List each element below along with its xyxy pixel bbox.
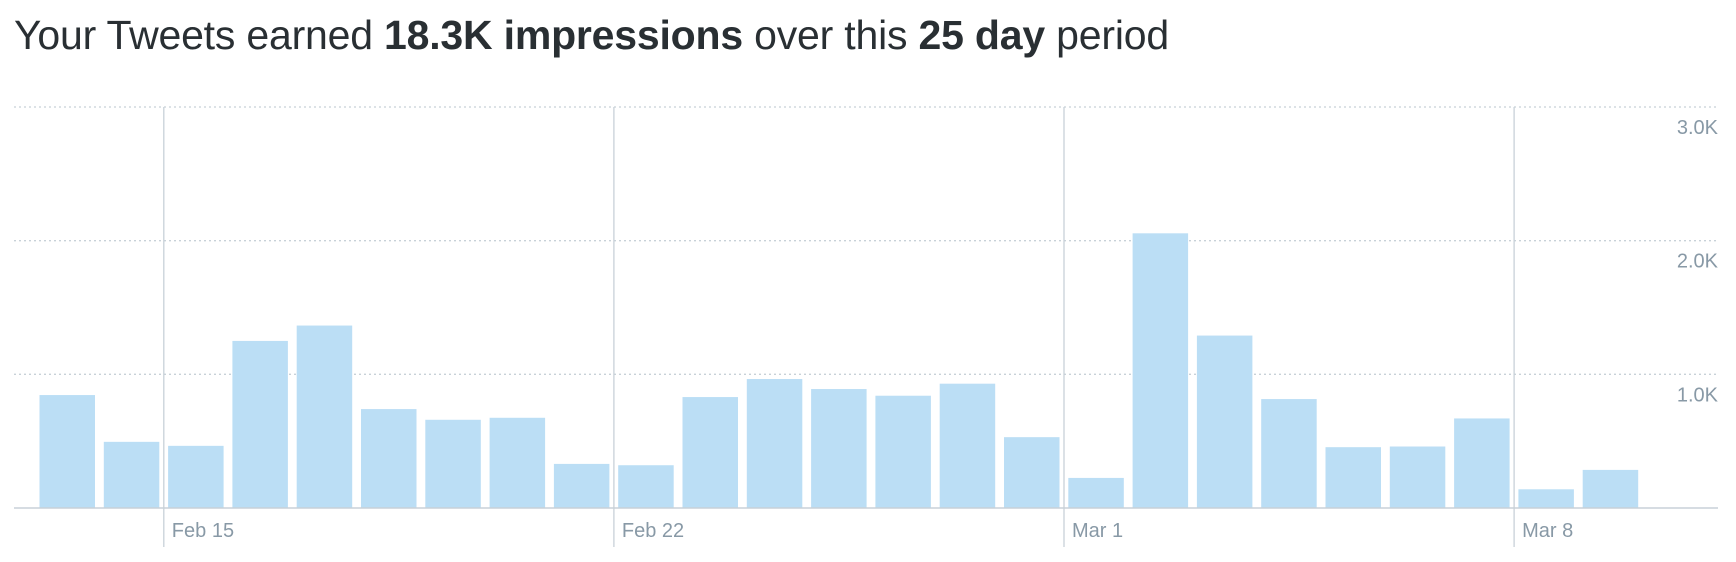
bar-mar-1 [1068, 477, 1124, 508]
x-tick-label: Feb 15 [172, 520, 234, 542]
impressions-total: 18.3K impressions [384, 12, 743, 58]
bar-feb-18 [361, 409, 417, 508]
bar-mar-3 [1196, 335, 1253, 508]
bar-feb-21 [553, 463, 610, 508]
heading-middle: over this [742, 12, 919, 58]
heading-suffix: period [1044, 12, 1169, 58]
bar-feb-14 [103, 441, 160, 508]
heading-prefix: Your Tweets earned [14, 12, 385, 58]
bar-feb-16 [232, 340, 288, 508]
bar-feb-28 [1004, 437, 1060, 508]
bar-mar-2 [1132, 233, 1189, 508]
bar-feb-26 [875, 395, 931, 508]
bar-mar-5 [1325, 447, 1381, 508]
impressions-summary-heading: Your Tweets earned 18.3K impressions ove… [14, 12, 1169, 59]
bar-mar-9 [1582, 469, 1639, 508]
bar-mar-7 [1454, 418, 1510, 508]
bar-feb-19 [425, 419, 481, 508]
x-tick-label: Feb 22 [622, 520, 684, 542]
bar-mar-8 [1518, 489, 1574, 508]
bar-feb-22 [618, 465, 674, 508]
bar-feb-24 [746, 379, 803, 508]
y-tick-label: 2.0K [1677, 251, 1719, 273]
bar-feb-25 [811, 389, 867, 508]
x-tick-label: Mar 8 [1522, 520, 1573, 542]
y-tick-label: 1.0K [1677, 384, 1719, 406]
bar-feb-27 [939, 383, 996, 508]
bar-feb-13 [39, 395, 95, 508]
bar-mar-6 [1389, 446, 1446, 508]
period-length: 25 day [918, 12, 1046, 58]
bar-feb-23 [682, 397, 738, 508]
bar-feb-17 [296, 325, 353, 508]
bar-feb-15 [168, 445, 224, 508]
bar-mar-4 [1261, 399, 1317, 508]
bar-feb-20 [489, 417, 546, 508]
x-tick-label: Mar 1 [1072, 520, 1123, 542]
y-tick-label: 3.0K [1677, 117, 1719, 139]
